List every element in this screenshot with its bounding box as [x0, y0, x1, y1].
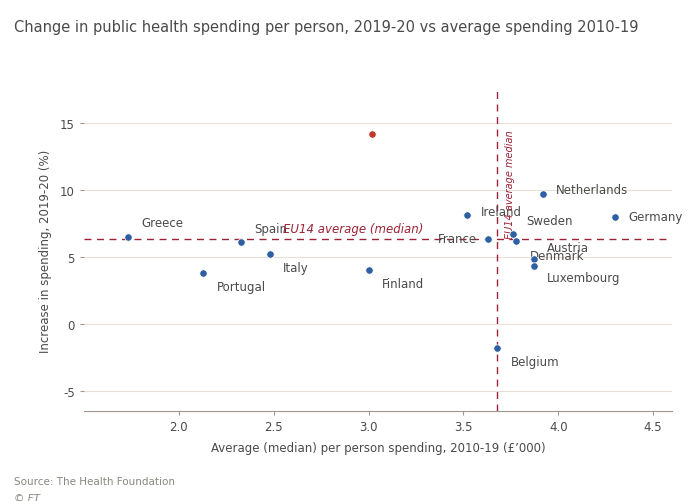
Point	[363, 267, 374, 275]
Point	[528, 263, 539, 271]
Point	[528, 256, 539, 264]
Point	[236, 238, 247, 246]
Text: Spain: Spain	[255, 222, 288, 235]
Point	[482, 235, 493, 243]
Point	[610, 213, 621, 221]
Text: EU14 average (median): EU14 average (median)	[284, 223, 424, 236]
Text: Luxembourg: Luxembourg	[547, 272, 620, 285]
Text: Finland: Finland	[382, 278, 424, 291]
Point	[507, 230, 518, 238]
Point	[265, 250, 276, 259]
Text: Belgium: Belgium	[511, 355, 559, 368]
Text: Denmark: Denmark	[530, 249, 584, 262]
Text: Greece: Greece	[141, 217, 183, 230]
Text: EU14 average median: EU14 average median	[505, 130, 515, 238]
Text: Germany: Germany	[629, 210, 682, 223]
Text: Portugal: Portugal	[217, 281, 266, 294]
Point	[198, 269, 209, 277]
Point	[511, 238, 522, 246]
Text: Austria: Austria	[547, 241, 589, 255]
Text: France: France	[438, 232, 477, 245]
Point	[492, 344, 503, 352]
Text: Change in public health spending per person, 2019-20 vs average spending 2010-19: Change in public health spending per per…	[14, 20, 638, 35]
Y-axis label: Increase in spending, 2019-20 (%): Increase in spending, 2019-20 (%)	[38, 149, 52, 352]
Text: Ireland: Ireland	[480, 205, 522, 218]
Text: Source: The Health Foundation: Source: The Health Foundation	[14, 476, 175, 486]
Point	[122, 233, 133, 241]
Point	[461, 212, 472, 220]
Text: Netherlands: Netherlands	[556, 184, 629, 197]
Point	[367, 130, 378, 138]
Text: © FT: © FT	[14, 493, 40, 501]
Text: Sweden: Sweden	[526, 214, 573, 227]
Point	[538, 190, 549, 198]
X-axis label: Average (median) per person spending, 2010-19 (£’000): Average (median) per person spending, 20…	[211, 441, 545, 454]
Text: Italy: Italy	[284, 262, 309, 275]
